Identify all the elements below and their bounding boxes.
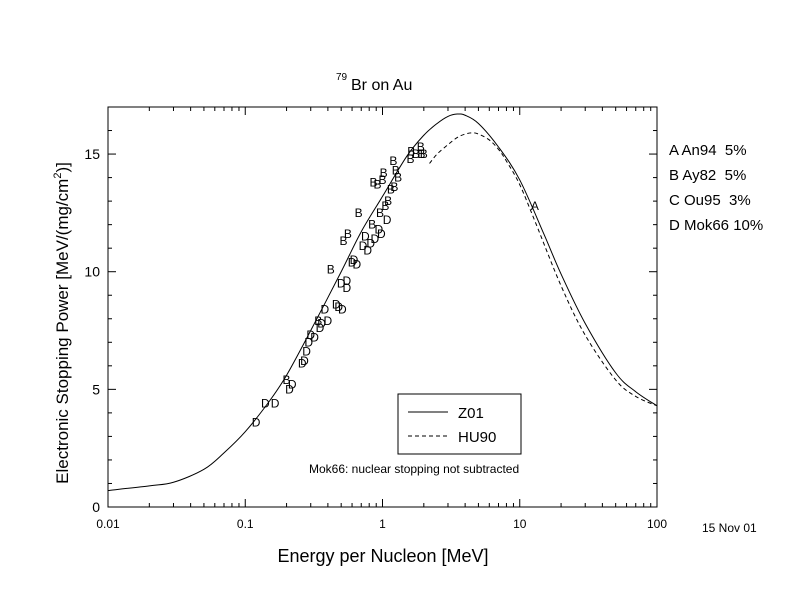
data-marker-b: B xyxy=(407,145,415,159)
data-marker-d: D xyxy=(324,314,333,328)
data-marker-b: B xyxy=(381,199,389,213)
data-marker-b: B xyxy=(387,182,395,196)
data-marker-b: B xyxy=(392,164,400,178)
x-tick-label: 0.01 xyxy=(96,517,120,531)
series-line-z01 xyxy=(107,113,658,492)
y-tick-label: 15 xyxy=(84,146,100,162)
data-marker-d: D xyxy=(374,222,383,236)
data-marker-d: D xyxy=(300,354,309,368)
data-marker-d: D xyxy=(338,302,347,316)
data-marker-d: D xyxy=(337,276,346,290)
legend-label-z01: Z01 xyxy=(458,405,484,422)
data-marker-d: D xyxy=(343,274,352,288)
y-tick-label: 0 xyxy=(92,499,100,515)
data-marker-a: A xyxy=(531,199,539,213)
data-marker-b: B xyxy=(327,262,335,276)
chart-title: Br on Au xyxy=(351,77,412,94)
data-marker-d: D xyxy=(252,415,261,429)
date-stamp: 15 Nov 01 xyxy=(702,521,757,535)
data-marker-d: D xyxy=(317,316,326,330)
y-axis-label-sup: 2 xyxy=(52,173,64,179)
data-marker-b: B xyxy=(417,147,425,161)
data-marker-b: B xyxy=(380,166,388,180)
data-marker-d: D xyxy=(363,244,372,258)
reference-a: A An94 5% xyxy=(669,142,747,159)
data-marker-d: D xyxy=(261,396,270,410)
data-marker-b: B xyxy=(384,194,392,208)
reference-list: A An94 5% B Ay82 5% C Ou95 3% D Mok66 10… xyxy=(669,142,763,234)
reference-d: D Mok66 10% xyxy=(669,217,763,234)
data-marker-b: B xyxy=(390,180,398,194)
x-axis-label: Energy per Nucleon [MeV] xyxy=(277,546,488,566)
data-marker-b: B xyxy=(389,154,397,168)
x-axis-ticks xyxy=(107,107,658,507)
data-marker-d: D xyxy=(332,298,341,312)
data-marker-d: D xyxy=(334,300,343,314)
x-tick-label: 10 xyxy=(513,517,527,531)
data-marker-b: B xyxy=(314,314,322,328)
reference-b: B Ay82 5% xyxy=(669,167,746,184)
series-line-hu90 xyxy=(429,132,658,407)
y-axis-label-main: Electronic Stopping Power [MeV/(mg/cm xyxy=(53,179,72,484)
x-tick-label: 100 xyxy=(647,517,667,531)
y-axis-tick-labels: 0 5 10 15 xyxy=(84,146,100,515)
data-marker-d: D xyxy=(302,345,311,359)
data-marker-b: B xyxy=(344,227,352,241)
data-marker-b: B xyxy=(412,147,420,161)
data-marker-d: D xyxy=(361,229,370,243)
data-marker-d: D xyxy=(285,382,294,396)
data-marker-d: D xyxy=(350,253,359,267)
data-marker-b: B xyxy=(355,206,363,220)
y-axis-ticks xyxy=(108,106,657,508)
data-marker-b: B xyxy=(368,218,376,232)
data-marker-b: B xyxy=(370,175,378,189)
chart-title-isotope: 79 xyxy=(336,72,348,83)
data-marker-d: D xyxy=(343,281,352,295)
y-axis-label: Electronic Stopping Power [MeV/(mg/cm2)] xyxy=(52,162,72,484)
data-marker-d: D xyxy=(306,328,315,342)
legend: Z01 HU90 xyxy=(397,393,522,455)
series-lines xyxy=(107,113,658,492)
data-marker-d: D xyxy=(352,258,361,272)
data-marker-d: D xyxy=(310,331,319,345)
reference-c: C Ou95 3% xyxy=(669,192,751,209)
x-axis-tick-labels: 0.01 0.1 1 10 100 xyxy=(96,517,667,531)
data-marker-b: B xyxy=(407,152,415,166)
data-markers: DD DBDDDDDDDDBDDDDBDDDDBDDBDDDBDDDDBBDBDB… xyxy=(252,140,539,429)
data-marker-b: B xyxy=(374,178,382,192)
data-marker-b: B xyxy=(376,206,384,220)
legend-box xyxy=(397,393,522,455)
y-axis-label-end: )] xyxy=(53,162,72,172)
x-tick-label: 0.1 xyxy=(237,517,254,531)
data-marker-b: B xyxy=(417,140,425,154)
data-marker-b: B xyxy=(420,147,428,161)
data-marker-d: D xyxy=(316,321,325,335)
data-marker-d: D xyxy=(383,213,392,227)
legend-label-hu90: HU90 xyxy=(458,429,496,446)
data-marker-b: B xyxy=(378,173,386,187)
data-marker-d: D xyxy=(377,227,386,241)
data-marker-d: D xyxy=(271,396,280,410)
data-marker-d: D xyxy=(366,236,375,250)
data-marker-b: B xyxy=(394,171,402,185)
data-marker-d: D xyxy=(359,239,368,253)
y-tick-label: 10 xyxy=(84,264,100,280)
data-marker-d: D xyxy=(371,232,380,246)
data-marker-b: B xyxy=(283,373,291,387)
data-marker-b: B xyxy=(340,234,348,248)
data-marker-d: D xyxy=(320,302,329,316)
data-marker-d: D xyxy=(304,335,313,349)
y-tick-label: 5 xyxy=(92,381,100,397)
data-marker-d: D xyxy=(298,356,307,370)
annotation-mok66: Mok66: nuclear stopping not subtracted xyxy=(309,462,519,476)
x-tick-label: 1 xyxy=(379,517,386,531)
data-marker-d: D xyxy=(288,378,297,392)
data-marker-d: D xyxy=(348,255,357,269)
